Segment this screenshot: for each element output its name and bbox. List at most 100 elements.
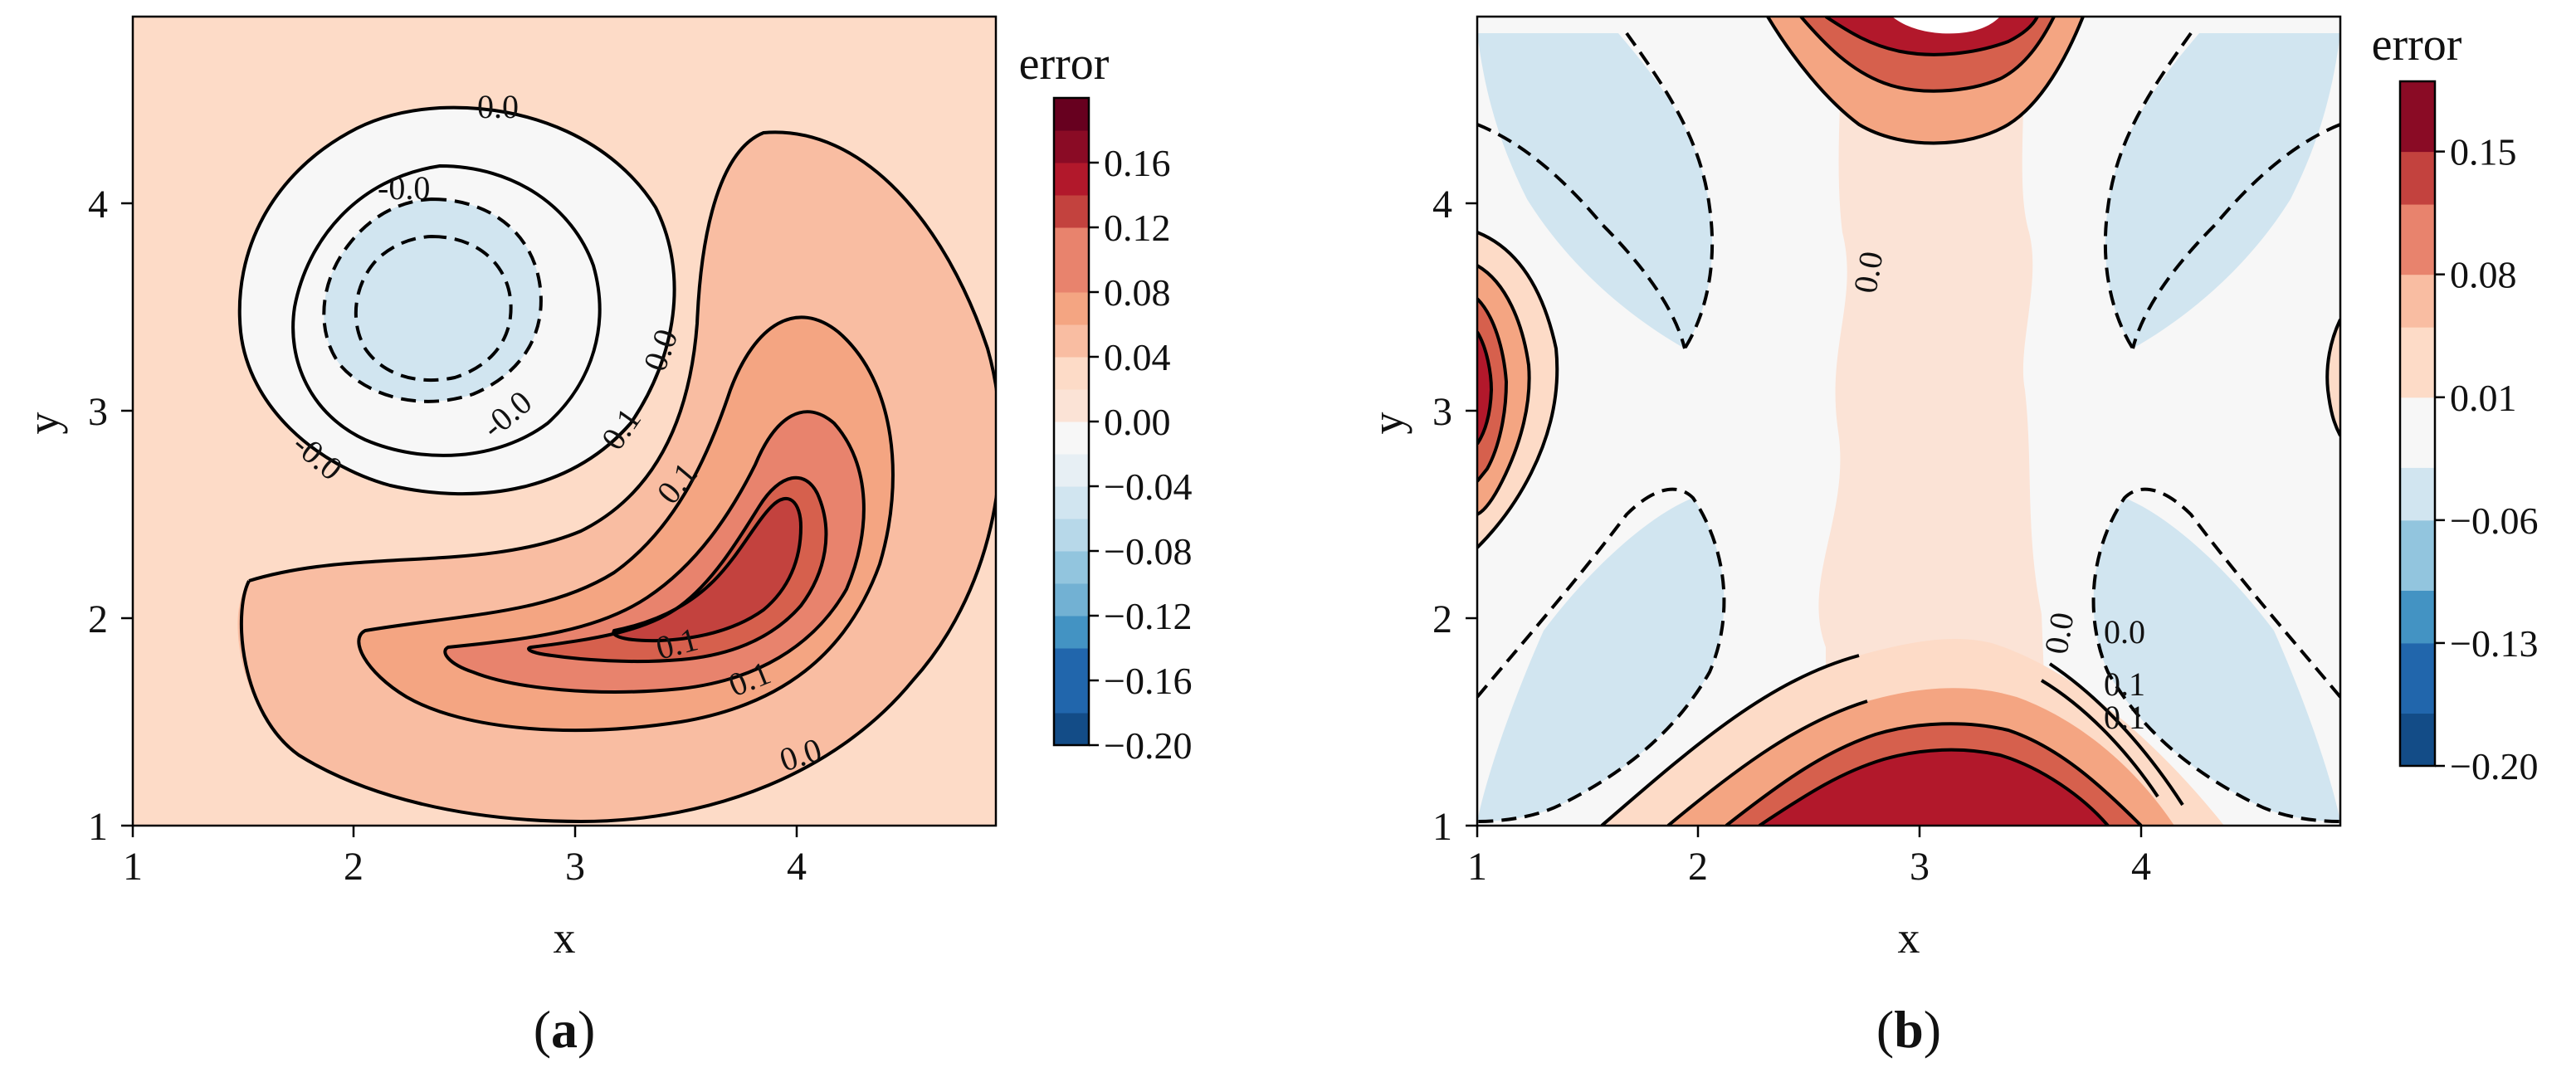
panel-b-colorbar-frame (2398, 80, 2437, 768)
panel-a-colorbar-segment (1054, 713, 1089, 746)
panel-b-colorbar-segment (2400, 151, 2435, 205)
panel-b-ytick-label: 1 (1432, 805, 1452, 849)
panel-a-contour-line (237, 105, 676, 496)
panel-a-colorbar-segment (1054, 292, 1089, 325)
panel-a-colorbar-tick-label: 0.08 (1104, 271, 1171, 314)
panel-a-contour-line (443, 410, 866, 694)
panel-b-ytick-label: 3 (1432, 390, 1452, 434)
panel-a-xtick-label: 1 (123, 845, 143, 889)
panel-a-contour-line (357, 315, 895, 732)
panel-b-colorbar-segment (2400, 590, 2435, 644)
panel-b-ytick-label: 2 (1432, 597, 1452, 641)
panel-a-colorbar-segment (1054, 551, 1089, 584)
panel-a-field (133, 17, 996, 826)
panel-b-axes-frame (1476, 15, 2342, 827)
panel-b-contour-label: 0.0 (1847, 249, 1891, 296)
panel-a-ytick-label: 4 (88, 183, 108, 227)
panel-b-colorbar-tick-label: 0.08 (2450, 254, 2517, 296)
panel-b-contour-dashed (1625, 32, 1715, 350)
panel-a-colorbar-segment (1054, 422, 1089, 455)
panel-b-colorbar-tick-label: 0.15 (2450, 131, 2517, 173)
panel-a-colorbar-tick-label: 0.00 (1104, 401, 1171, 443)
panel-b-contour-line (1766, 17, 2085, 145)
panel-b-colorbar-segment (2400, 519, 2435, 591)
panel-b-contour-line (1477, 264, 1531, 516)
panel-b-field (1477, 17, 2340, 826)
panel-a-colorbar-segment (1054, 389, 1089, 422)
panel-b-contour-line (1725, 722, 2143, 826)
panel-a-colorbar-segment (1054, 616, 1089, 649)
panel-b-central-band (1818, 17, 2050, 826)
panel-b-colorbar-segment (2400, 327, 2435, 398)
panel-b-contour-line (1758, 748, 2110, 826)
panel-b-colorbar-segment (2400, 204, 2435, 275)
panel-b-contour-line (1799, 17, 2056, 93)
panel-a-colorbar-tick-label: −0.08 (1104, 530, 1192, 573)
panel-a-contour-label: -0.0 (378, 169, 430, 207)
panel-b-colorbar-segment (2400, 274, 2435, 328)
panel-b: 0.0 0.0 0.0 0.1 0.1 1 2 3 4 1 2 3 4 x y … (1363, 15, 2538, 1059)
panel-a-xtick-label: 2 (344, 845, 363, 889)
panel-b-ytick-label: 4 (1432, 183, 1452, 227)
panel-a-colorbar-title: error (1019, 38, 1110, 90)
panel-b-contour-line (2040, 679, 2159, 798)
panel-b-xtick-label: 1 (1467, 845, 1487, 889)
panel-b-colorbar-segment (2400, 467, 2435, 521)
panel-a-colorbar-segment (1054, 583, 1089, 617)
panel-a-colorbar: error 0.16 0.12 0.08 0.04 0.00 −0.04 −0.08 −0.1… (1019, 38, 1193, 767)
panel-b-contour-dashed (2103, 32, 2193, 350)
panel-a-colorbar-segment (1054, 357, 1089, 390)
panel-a-colorbar-segment (1054, 195, 1089, 228)
panel-a-contour-line (248, 130, 996, 823)
panel-b-contour-line (2048, 662, 2184, 807)
panel-b-colorbar-tick-label: −0.13 (2450, 622, 2538, 665)
panel-b-negative-lobe (2093, 498, 2340, 821)
panel-a-colorbar-tick-label: −0.04 (1104, 466, 1192, 508)
panel-a-fill-level-neg2 (324, 199, 541, 402)
panel-a-contour-label: 0.0 (477, 88, 519, 125)
panel-a-colorbar-segment (1054, 454, 1089, 487)
panel-b-contour-line (1477, 231, 1559, 549)
panel-a-colorbar-segment (1054, 648, 1089, 681)
panel-a-y-axis-label: y (18, 412, 68, 435)
panel-a-colorbar-segment (1054, 130, 1089, 163)
panel-b-colorbar-title: error (2372, 19, 2462, 71)
panel-a-contour-dashed (322, 197, 543, 403)
panel-b-contour-label: 0.0 (2104, 613, 2145, 651)
panel-a-caption-letter: a (551, 1000, 578, 1059)
panel-b-caption: (b) (1876, 1000, 1941, 1059)
panel-b-negative-lobe (1477, 498, 1725, 821)
panel-a: 0.0 -0.0 -0.0 0.0 -0.0 0.1 0.1 0.1 0.1 0… (18, 15, 1193, 1059)
panel-a-contour-line (239, 580, 582, 823)
panel-a-colorbar-tick-label: 0.12 (1104, 207, 1171, 249)
panel-a-colorbar-tick-label: 0.04 (1104, 336, 1171, 378)
panel-b-y-axis-label: y (1363, 412, 1412, 435)
panel-b-contour-dashed (1477, 487, 1726, 823)
panel-a-caption: (a) (534, 1000, 596, 1059)
panel-a-colorbar-segment (1054, 486, 1089, 519)
panel-a-ytick-label: 3 (88, 390, 108, 434)
panel-b-colorbar-tick-label: −0.06 (2450, 500, 2538, 542)
panel-a-colorbar-tick-label: 0.16 (1104, 142, 1171, 184)
panel-a-contour-line (612, 496, 803, 643)
panel-a-colorbar-tick-label: −0.20 (1104, 724, 1192, 767)
panel-a-xtick-label: 4 (787, 845, 807, 889)
panel-b-negative-lobe (2105, 33, 2340, 349)
panel-a-colorbar-segment (1054, 227, 1089, 261)
panel-b-caption-letter: b (1894, 1000, 1924, 1059)
panel-a-axes-frame (131, 15, 998, 827)
panel-b-colorbar-segment (2400, 81, 2435, 153)
panel-b-contour-line (1824, 17, 2039, 56)
panel-b-bottom-band-4 (1759, 749, 2108, 826)
panel-a-ytick-label: 1 (88, 805, 108, 849)
panel-b-contour-label: 0.1 (2104, 665, 2145, 703)
panel-a-colorbar-segment (1054, 260, 1089, 293)
panel-b-xtick-label: 3 (1910, 845, 1930, 889)
panel-a-colorbar-tick-label: −0.16 (1104, 660, 1192, 702)
panel-b-colorbar-segment (2400, 642, 2435, 714)
panel-b-colorbar-segment (2400, 713, 2435, 767)
panel-b-colorbar-tick-label: 0.01 (2450, 377, 2517, 419)
panel-b-contour-line (1666, 699, 1868, 826)
panel-a-colorbar-tick-label: −0.12 (1104, 595, 1192, 637)
